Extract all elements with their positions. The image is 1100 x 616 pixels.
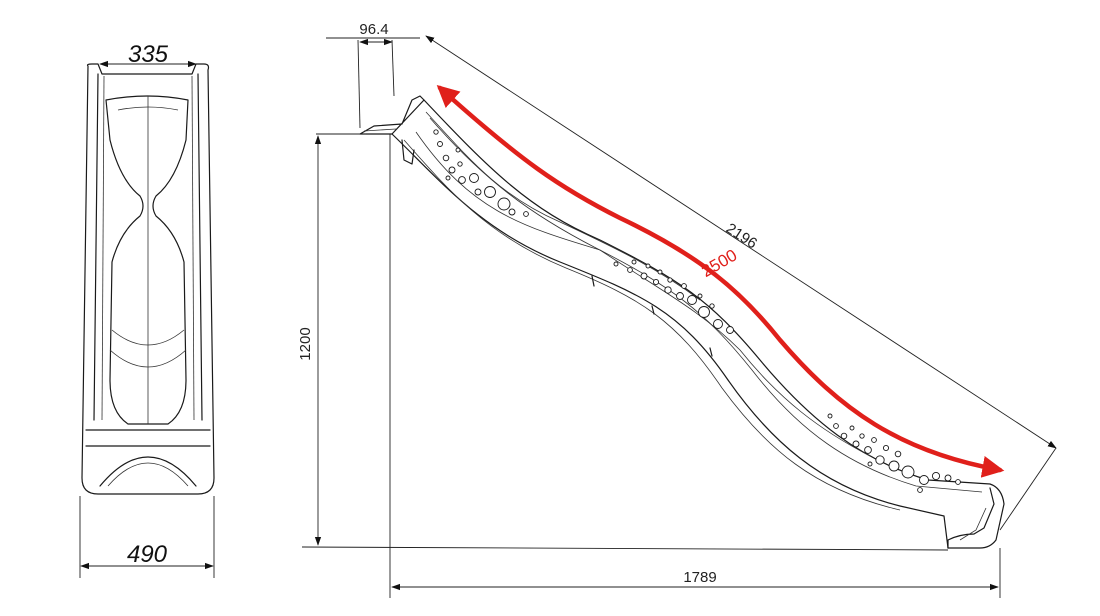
horizontal-length-label: 1789 — [683, 569, 716, 586]
side-view: 2500 2196 96.4 1200 1789 — [297, 21, 1057, 598]
front-view-exit-arch — [99, 456, 197, 487]
diagonal-dimension-line — [425, 35, 1057, 449]
height-label: 1200 — [297, 327, 314, 360]
front-view: 335 490 — [79, 41, 215, 578]
texture-holes-upper — [433, 129, 529, 217]
lip-length-label: 96.4 — [359, 21, 388, 38]
top-width-label: 335 — [128, 41, 169, 68]
front-view-outline — [81, 63, 215, 495]
slide-length-arrow — [436, 85, 1005, 478]
front-view-chute — [105, 95, 189, 425]
slide-top-lip — [359, 95, 425, 135]
bottom-width-label: 490 — [127, 541, 168, 568]
